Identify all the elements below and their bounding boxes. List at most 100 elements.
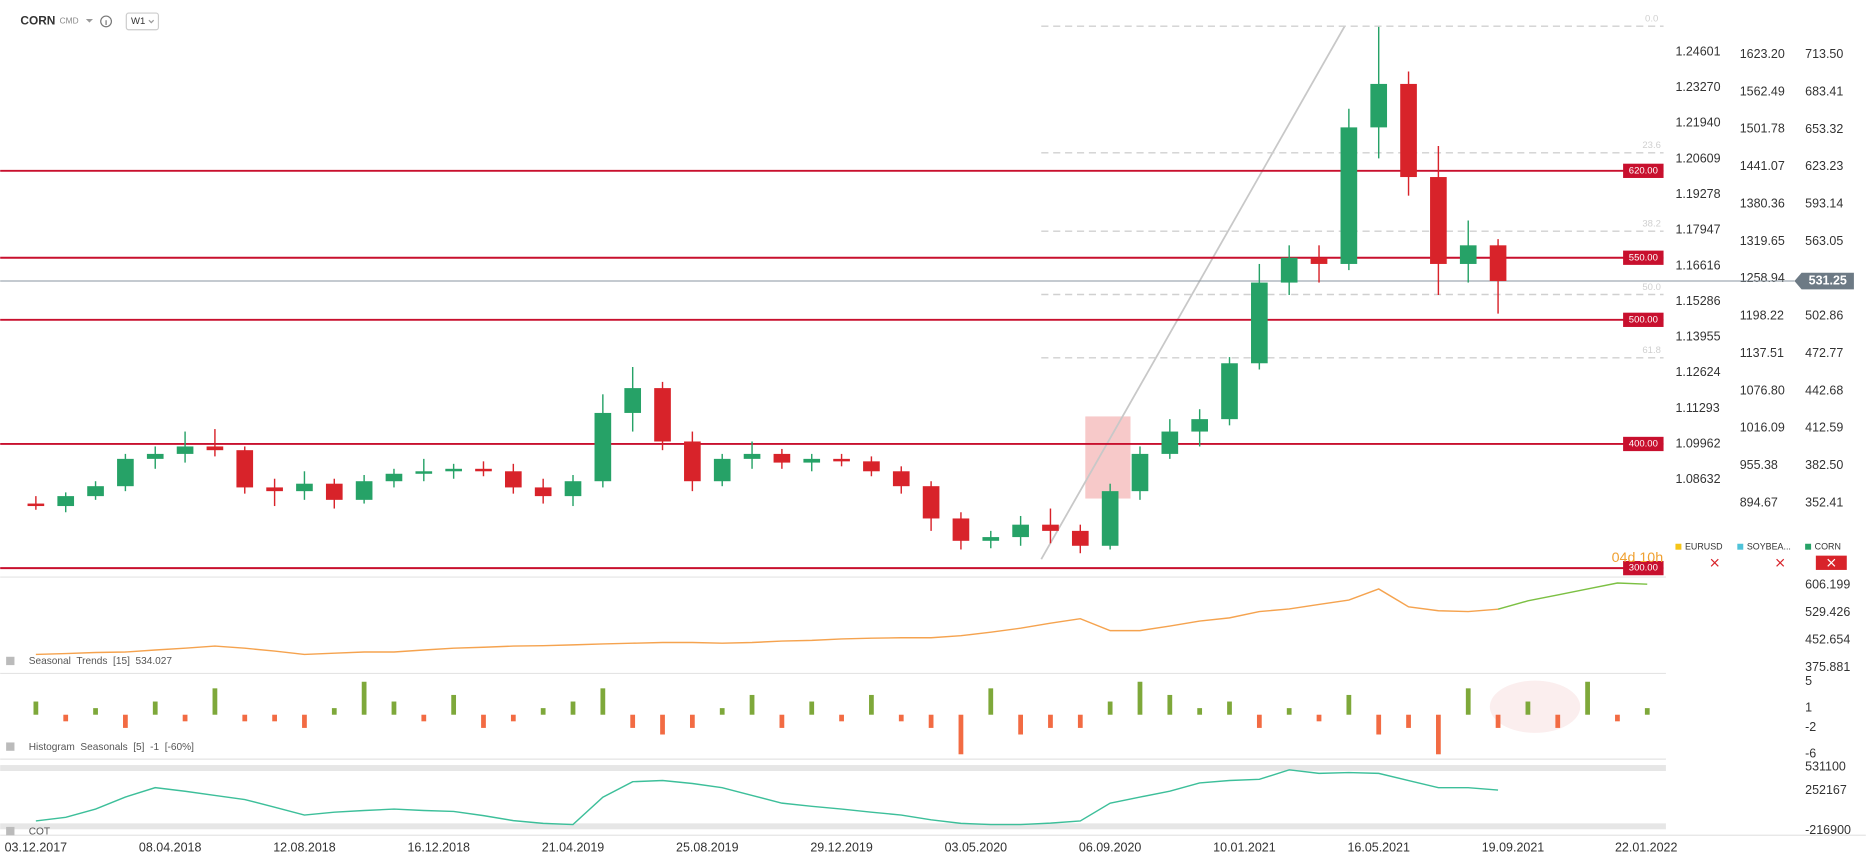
candle-body [773, 453, 791, 463]
candle-body [146, 453, 164, 459]
candle-body [743, 453, 761, 459]
y-tick-label: 1.21940 [1675, 116, 1720, 130]
candle-body [1071, 530, 1089, 546]
y-tick-label: 531100 [1805, 760, 1846, 774]
legend-swatch[interactable] [1737, 543, 1744, 550]
candle-body [504, 471, 522, 488]
level-label-box [1623, 312, 1664, 327]
y-tick-label: 1.17947 [1675, 223, 1720, 237]
series-line [35, 588, 1499, 656]
highlight-zone[interactable] [1085, 416, 1131, 499]
legend-label: SOYBEA... [1747, 542, 1791, 552]
y-tick-label: 1562.49 [1740, 84, 1785, 98]
y-tick-label: 1137.51 [1740, 346, 1784, 360]
y-tick-label: 623.23 [1805, 159, 1843, 173]
candle-body [296, 483, 313, 492]
histogram-bar [1406, 714, 1411, 728]
candle-body [624, 388, 642, 413]
histogram-bar [1316, 714, 1322, 722]
pane-title: COT [29, 826, 50, 837]
candle-body [1191, 419, 1208, 432]
fib-label: 38.2 [1642, 219, 1661, 230]
y-tick-label: 1.24601 [1675, 44, 1720, 58]
y-tick-label: 1.23270 [1675, 80, 1720, 94]
fib-label: 61.8 [1642, 345, 1661, 356]
level-label-box [1623, 163, 1664, 178]
histogram-bar [391, 701, 397, 715]
candle-body [1042, 524, 1059, 531]
candle-body [863, 461, 880, 472]
histogram-bar [1495, 714, 1501, 728]
x-tick-label: 08.04.2018 [139, 841, 202, 855]
candle-body [117, 458, 134, 487]
series-line [1497, 582, 1648, 610]
histogram-bar [630, 714, 636, 728]
timeframe-caret [148, 19, 155, 24]
y-tick-label: 1 [1805, 700, 1812, 714]
fib-label: 0.0 [1645, 14, 1658, 25]
histogram-bar [1465, 688, 1471, 715]
histogram-bar [928, 714, 934, 728]
y-tick-label: -6 [1805, 747, 1816, 761]
histogram-bar [421, 714, 427, 722]
candle-body [594, 412, 612, 482]
candle-body [475, 468, 492, 472]
timeframe-box[interactable] [125, 12, 160, 31]
last-price-label: 531.25 [1809, 273, 1847, 287]
histogram-bar [1555, 714, 1561, 728]
histogram-bar [1436, 714, 1441, 755]
histogram-bar [1227, 701, 1232, 715]
candle-body [87, 486, 104, 497]
candle-body [27, 503, 45, 507]
y-tick-label: 502.86 [1805, 309, 1843, 323]
y-tick-label: 442.68 [1805, 383, 1843, 397]
legend-swatch[interactable] [1805, 543, 1812, 550]
candle-body [176, 446, 194, 454]
candle-body [1012, 524, 1029, 538]
y-tick-label: 1258.94 [1740, 271, 1785, 285]
y-tick-label: 1441.07 [1740, 159, 1785, 173]
y-tick-label: 894.67 [1740, 495, 1778, 509]
y-tick-label: 1.15286 [1675, 294, 1720, 308]
histogram-bar [481, 714, 486, 728]
histogram-bar [1615, 714, 1620, 722]
level-label-box [1623, 560, 1664, 576]
dropdown-icon[interactable] [85, 19, 93, 23]
histogram-bar [451, 694, 457, 715]
remove-icon[interactable] [1776, 558, 1785, 567]
candle-body [1310, 257, 1328, 264]
trend-line[interactable] [1040, 25, 1346, 560]
histogram-bar [93, 708, 98, 715]
legend-label: CORN [1815, 542, 1841, 552]
info-icon[interactable] [100, 15, 113, 28]
remove-icon[interactable] [1710, 558, 1719, 567]
pane-icon [6, 742, 15, 751]
candle-body [1221, 363, 1238, 420]
seasonal-highlight [1489, 680, 1581, 733]
x-tick-label: 12.08.2018 [273, 841, 336, 855]
candle-body [1340, 127, 1358, 264]
candle-body [654, 388, 671, 442]
histogram-bar [898, 714, 904, 722]
instrument-type: CMD [60, 16, 79, 26]
y-tick-label: 593.14 [1805, 196, 1843, 210]
candle-body [534, 487, 552, 497]
pane-title: Seasonal Trends [15] 534.027 [29, 656, 173, 667]
candle-body [564, 481, 582, 497]
candle-body [952, 518, 970, 541]
y-tick-label: 252167 [1805, 783, 1847, 797]
candle-body [325, 483, 343, 500]
fib-label: 50.0 [1642, 282, 1661, 293]
histogram-bar [63, 714, 69, 722]
candle-body [266, 487, 283, 492]
candle-body [1430, 177, 1447, 264]
timeframe: W1 [131, 16, 145, 27]
series-line [35, 769, 1499, 826]
candle-body [206, 446, 224, 451]
candle-body [892, 471, 910, 487]
x-tick-label: 21.04.2019 [542, 841, 605, 855]
candle-body [1489, 245, 1507, 282]
x-tick-label: 25.08.2019 [676, 841, 739, 855]
legend-swatch[interactable] [1675, 543, 1682, 550]
